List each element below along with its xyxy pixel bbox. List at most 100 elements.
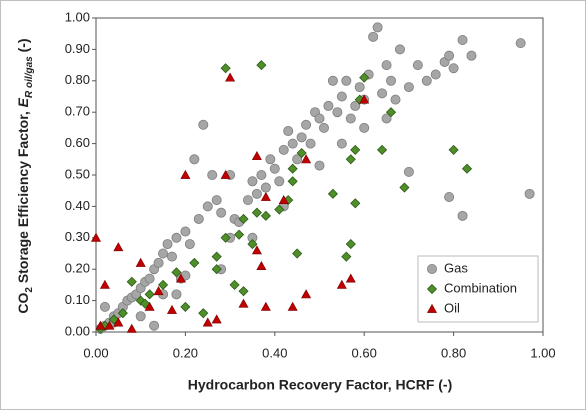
gas-point [323, 100, 334, 111]
gas-point [381, 113, 392, 124]
y-axis-label: CO2 Storage Efficiency Factor, ER oil/ga… [15, 38, 35, 313]
gas-point [166, 251, 177, 262]
gas-point [99, 301, 110, 312]
combination-point [359, 72, 370, 83]
y-tick-label: 1.00 [65, 9, 90, 24]
gas-point [287, 138, 298, 149]
gas-point [457, 210, 468, 221]
x-axis-label: Hydrocarbon Recovery Factor, HCRF (-) [188, 377, 453, 393]
oil-point [260, 301, 271, 311]
gas-point [466, 50, 477, 61]
gas-point [265, 154, 276, 165]
x-tick-label: 0.00 [83, 345, 108, 360]
combination-point [327, 188, 338, 199]
gas-point [193, 213, 204, 224]
oil-point [251, 151, 262, 161]
gas-point [149, 320, 160, 331]
gas-point [515, 38, 526, 49]
legend-label: Gas [444, 260, 468, 275]
combination-point [171, 267, 182, 278]
combination-point [126, 276, 137, 287]
gas-point [394, 44, 405, 55]
oil-point [225, 72, 236, 82]
oil-point [251, 245, 262, 255]
gas-point [189, 154, 200, 165]
gas-point [448, 63, 459, 74]
combination-point [198, 308, 209, 319]
y-tick-label: 0.40 [65, 198, 90, 213]
oil-point [104, 320, 115, 330]
combination-point [220, 63, 231, 74]
gas-point [184, 239, 195, 250]
combination-point [350, 198, 361, 209]
gas-point [260, 182, 271, 193]
gas-point [211, 195, 222, 206]
gas-point [318, 122, 329, 133]
gas-point [430, 69, 441, 80]
y-tick-label: 0.10 [65, 292, 90, 307]
gas-point [341, 75, 352, 86]
gas-point [247, 176, 258, 187]
oil-point [211, 314, 222, 324]
combination-point [287, 176, 298, 187]
combination-point [229, 279, 240, 290]
combination-point [399, 182, 410, 193]
gas-point [278, 144, 289, 155]
gas-point [372, 22, 383, 33]
oil-point [113, 317, 124, 327]
y-label-part: Storage Efficiency Factor, [15, 107, 31, 287]
y-label-part: R oil/gas [24, 56, 35, 98]
gas-point [327, 75, 338, 86]
combination-point [238, 213, 249, 225]
gas-point [301, 119, 312, 130]
gas-point [444, 50, 455, 61]
combination-point [117, 308, 128, 319]
gas-point [524, 188, 535, 199]
gas-point [198, 119, 209, 130]
combination-point [345, 154, 356, 165]
combination-point [260, 210, 271, 221]
gas-point [135, 311, 146, 322]
gas-point [202, 201, 213, 212]
y-tick-label: 0.20 [65, 261, 90, 276]
oil-point [238, 298, 249, 308]
oil-point [287, 301, 298, 311]
combination-point [350, 144, 361, 155]
combination-point [180, 301, 191, 312]
oil-point [135, 257, 146, 267]
gas-point [296, 132, 307, 143]
x-tick-label: 0.80 [441, 345, 466, 360]
legend-marker [426, 283, 438, 295]
x-tick-label: 1.00 [530, 345, 555, 360]
y-tick-label: 0.80 [65, 72, 90, 87]
x-tick-label: 0.20 [173, 345, 198, 360]
oil-point [301, 289, 312, 299]
combination-point [345, 239, 356, 250]
oil-point [278, 195, 289, 205]
y-label-part: CO [15, 292, 31, 313]
y-label-part: E [15, 97, 31, 107]
combination-point [287, 163, 298, 174]
x-tick-label: 0.40 [262, 345, 287, 360]
x-tick-label: 0.60 [352, 345, 377, 360]
oil-point [126, 323, 137, 333]
legend-marker [426, 263, 437, 274]
gas-point [144, 273, 155, 284]
oil-point [153, 286, 164, 296]
gas-point [274, 176, 285, 187]
combination-point [256, 60, 267, 71]
gas-point [292, 154, 303, 165]
gas-point [162, 239, 173, 250]
gas-point [381, 60, 392, 71]
oil-point [202, 317, 213, 327]
oil-point [144, 301, 155, 311]
combination-point [341, 251, 352, 262]
oil-point [99, 279, 110, 289]
combination-point [233, 229, 245, 240]
gas-point [345, 113, 356, 124]
plot-area [95, 17, 544, 333]
y-tick-label: 0.00 [65, 323, 90, 338]
gas-point [457, 34, 468, 45]
